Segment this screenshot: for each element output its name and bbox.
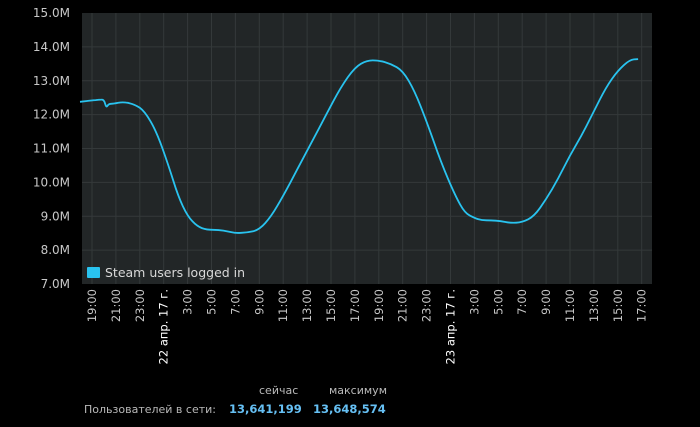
current-users-value: 13,641,199	[229, 402, 302, 416]
x-tick-label: 9:00	[252, 289, 266, 315]
header-now: сейчас	[259, 384, 299, 397]
grid-lines	[82, 13, 652, 284]
x-day-label: 22 апр. 17 г.	[157, 289, 171, 364]
x-tick-label: 5:00	[205, 289, 219, 315]
y-tick-label: 8.0M	[41, 243, 70, 257]
legend-label: Steam users logged in	[105, 265, 245, 280]
x-tick-label: 19:00	[85, 289, 99, 322]
x-tick-label: 21:00	[109, 289, 123, 322]
y-axis-labels: 15.0M 14.0M 13.0M 12.0M 11.0M 10.0M 9.0M 8.0M 7.…	[33, 6, 70, 291]
x-tick-label: 19:00	[372, 289, 386, 322]
max-users-value: 13,648,574	[313, 402, 386, 416]
steam-users-chart: 15.0M 14.0M 13.0M 12.0M 11.0M 10.0M 9.0M 8.0M 7.…	[33, 6, 652, 364]
x-tick-label: 7:00	[228, 289, 242, 315]
x-tick-label: 23:00	[420, 289, 434, 322]
y-tick-label: 12.0M	[33, 108, 70, 122]
x-tick-label: 21:00	[396, 289, 410, 322]
x-axis-labels: 19:00 21:00 23:00 22 апр. 17 г. 3:00 5:00 7:00…	[85, 289, 649, 364]
users-online-label: Пользователей в сети:	[84, 403, 216, 416]
x-tick-label: 23:00	[133, 289, 147, 322]
y-tick-label: 9.0M	[41, 209, 70, 223]
x-tick-label: 13:00	[300, 289, 314, 322]
y-tick-label: 15.0M	[33, 6, 70, 20]
legend-swatch	[87, 267, 100, 278]
x-tick-label: 5:00	[491, 289, 505, 315]
y-tick-label: 11.0M	[33, 142, 70, 156]
x-tick-label: 7:00	[515, 289, 529, 315]
x-tick-label: 15:00	[611, 289, 625, 322]
x-tick-label: 3:00	[467, 289, 481, 315]
header-max: максимум	[329, 384, 387, 397]
legend: Steam users logged in	[87, 265, 245, 280]
x-tick-label: 15:00	[324, 289, 338, 322]
series-line	[79, 58, 639, 234]
x-tick-label: 11:00	[563, 289, 577, 322]
x-tick-label: 11:00	[276, 289, 290, 322]
x-day-label: 23 апр. 17 г.	[444, 289, 458, 364]
y-tick-label: 10.0M	[33, 175, 70, 189]
y-tick-label: 14.0M	[33, 40, 70, 54]
y-tick-label: 7.0M	[41, 277, 70, 291]
y-tick-label: 13.0M	[33, 74, 70, 88]
stats-panel: сейчас максимум Пользователей в сети: 13…	[0, 380, 700, 427]
x-tick-label: 9:00	[539, 289, 553, 315]
x-tick-label: 3:00	[181, 289, 195, 315]
x-tick-label: 17:00	[348, 289, 362, 322]
x-tick-label: 17:00	[635, 289, 649, 322]
x-tick-label: 13:00	[587, 289, 601, 322]
